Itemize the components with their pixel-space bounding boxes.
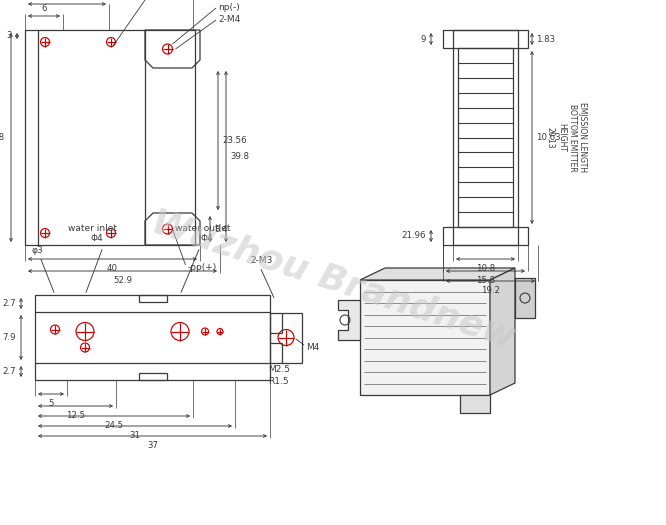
Polygon shape bbox=[460, 395, 490, 413]
Polygon shape bbox=[490, 268, 515, 395]
Bar bbox=[360, 280, 490, 395]
Text: 13: 13 bbox=[61, 0, 73, 1]
Text: 3: 3 bbox=[7, 32, 12, 40]
Text: 23.56: 23.56 bbox=[222, 136, 246, 145]
Text: 9: 9 bbox=[421, 35, 426, 44]
Text: Φ4: Φ4 bbox=[91, 234, 103, 243]
Text: HEIGHT: HEIGHT bbox=[557, 123, 567, 152]
Text: 6: 6 bbox=[41, 4, 47, 13]
Text: BOTTOM EMITTER: BOTTOM EMITTER bbox=[567, 103, 577, 171]
Polygon shape bbox=[338, 300, 360, 340]
Text: 19.2: 19.2 bbox=[481, 286, 500, 295]
Text: 37: 37 bbox=[147, 441, 158, 450]
Text: 10.63: 10.63 bbox=[536, 133, 561, 142]
Text: 2-M3: 2-M3 bbox=[251, 256, 273, 265]
Text: 2.7: 2.7 bbox=[3, 367, 16, 376]
Text: 24.5: 24.5 bbox=[105, 421, 124, 430]
Text: 7.9: 7.9 bbox=[3, 333, 16, 342]
Bar bbox=[35, 295, 270, 380]
Text: np(-): np(-) bbox=[218, 4, 240, 13]
Bar bbox=[453, 30, 518, 245]
Text: water inlet: water inlet bbox=[69, 224, 117, 233]
Text: 1.83: 1.83 bbox=[536, 35, 555, 44]
Text: M2.5: M2.5 bbox=[268, 364, 290, 373]
Text: water outlet: water outlet bbox=[175, 224, 230, 233]
Text: 20.13: 20.13 bbox=[545, 127, 555, 148]
Text: -pp(+): -pp(+) bbox=[188, 262, 216, 271]
Bar bbox=[443, 227, 528, 245]
Text: Φ4: Φ4 bbox=[200, 234, 213, 243]
Bar bbox=[270, 312, 302, 362]
Bar bbox=[458, 48, 513, 227]
Text: 2.7: 2.7 bbox=[3, 299, 16, 308]
Text: 40: 40 bbox=[107, 264, 118, 273]
Text: 2-M4: 2-M4 bbox=[218, 16, 240, 25]
Bar bbox=[139, 373, 166, 380]
Text: 8.4: 8.4 bbox=[214, 225, 228, 234]
Text: 12.5: 12.5 bbox=[66, 411, 85, 420]
Polygon shape bbox=[515, 278, 535, 318]
Bar bbox=[139, 295, 166, 302]
Text: 33.8: 33.8 bbox=[0, 133, 5, 142]
Bar bbox=[25, 30, 195, 245]
Text: 10.8: 10.8 bbox=[476, 264, 495, 273]
Bar bbox=[443, 30, 528, 48]
Text: 39.8: 39.8 bbox=[230, 152, 249, 161]
Text: 31: 31 bbox=[129, 431, 141, 440]
Text: 52.9: 52.9 bbox=[113, 276, 132, 285]
Text: 5: 5 bbox=[48, 399, 54, 408]
Polygon shape bbox=[360, 268, 515, 280]
Text: M4: M4 bbox=[306, 343, 320, 352]
Text: R1.5: R1.5 bbox=[268, 376, 288, 385]
Text: 21.96: 21.96 bbox=[402, 232, 426, 240]
Text: Wuzhou Brandnew: Wuzhou Brandnew bbox=[147, 205, 519, 355]
Text: 15.8: 15.8 bbox=[476, 276, 495, 285]
Text: 3-M2: 3-M2 bbox=[143, 0, 165, 3]
Text: EMJSSION LENGTH: EMJSSION LENGTH bbox=[577, 102, 587, 173]
Text: φ3: φ3 bbox=[31, 246, 43, 255]
